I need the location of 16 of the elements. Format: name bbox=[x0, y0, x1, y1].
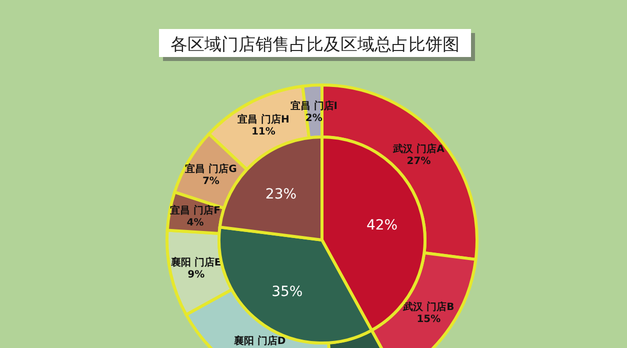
slice-label: 襄阳 门店E bbox=[170, 256, 222, 269]
data-label: 42% bbox=[366, 217, 398, 234]
slice-label: 襄阳 门店D bbox=[232, 335, 286, 347]
data-label: 35% bbox=[272, 284, 303, 300]
data-label: 23% bbox=[265, 186, 297, 202]
data-label: 4% bbox=[186, 217, 204, 228]
data-label: 7% bbox=[202, 176, 220, 187]
data-label: 11% bbox=[251, 126, 276, 138]
slice-label: 宜昌 门店G bbox=[185, 162, 237, 175]
slice-label: 武汉 门店B bbox=[402, 301, 454, 314]
data-label: 9% bbox=[188, 270, 205, 281]
data-label: 27% bbox=[406, 156, 431, 168]
data-label: 15% bbox=[416, 314, 441, 326]
chart-title: 各区域门店销售占比及区域总占比饼图 bbox=[170, 35, 460, 55]
slice-label: 宜昌 门店H bbox=[238, 114, 290, 126]
slice-label: 武汉 门店A bbox=[392, 143, 445, 156]
